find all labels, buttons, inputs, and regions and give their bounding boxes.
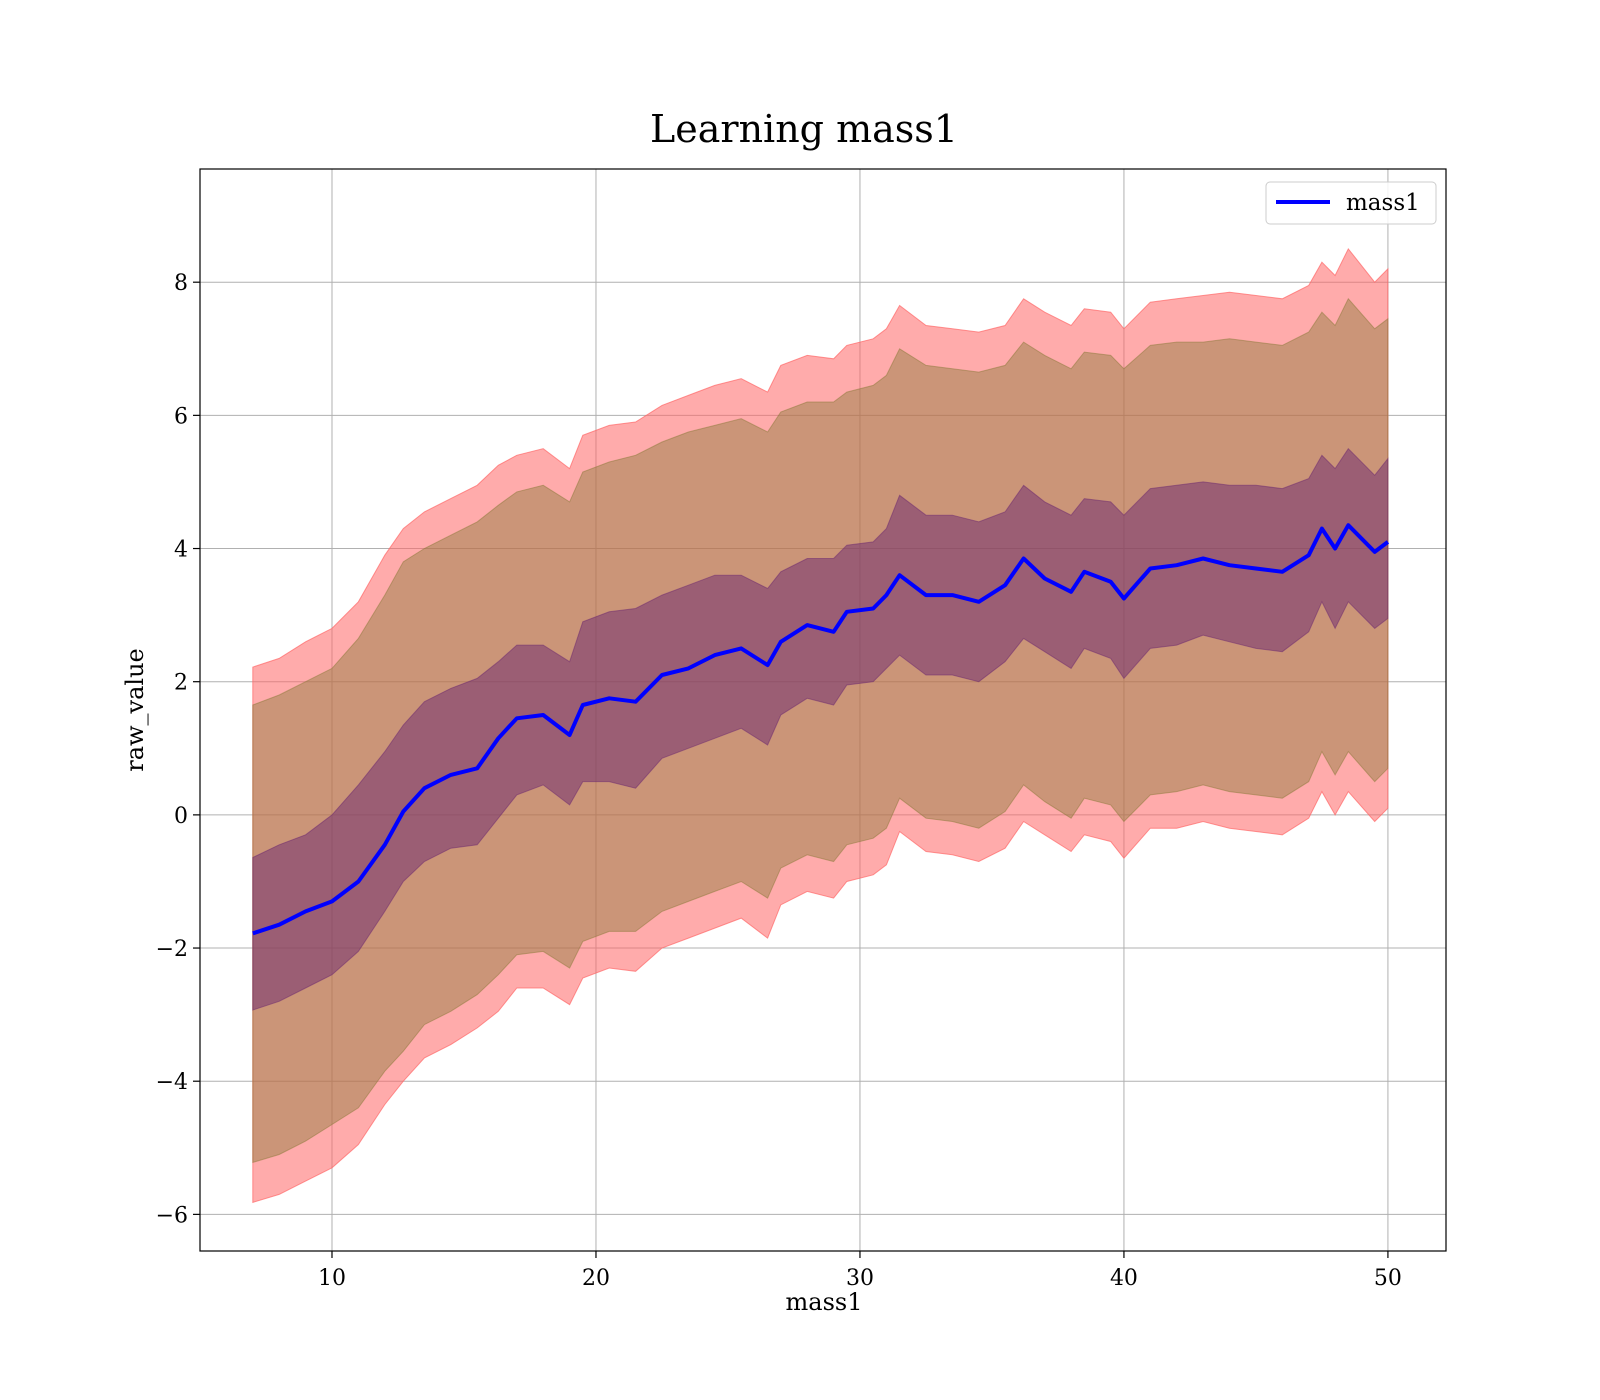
y-tick-label-2: −2 [156, 937, 188, 962]
series-line-group [252, 523, 1390, 936]
legend-box [1265, 181, 1437, 225]
x-tick-label-3: 40 [1110, 1266, 1138, 1291]
y-axis-label: raw_value [121, 648, 149, 772]
legend-label-mass1: mass1 [1346, 190, 1420, 216]
plot-area [200, 169, 1446, 1251]
confidence-bands [252, 247, 1389, 1204]
y-tick-label-7: 8 [174, 271, 188, 296]
legend: mass1 [1265, 181, 1437, 225]
band-inner [252, 447, 1389, 1011]
y-tick-label-0: −6 [156, 1203, 188, 1228]
y-tick-label-6: 6 [174, 404, 188, 429]
series-line-mass1 [252, 523, 1390, 936]
plot-frame [199, 168, 1447, 1252]
x-tick-label-4: 50 [1374, 1266, 1402, 1291]
x-tick-label-2: 30 [846, 1266, 874, 1291]
y-tick-label-3: 0 [174, 804, 188, 829]
x-tick-label-1: 20 [582, 1266, 610, 1291]
y-tick-label-5: 4 [174, 538, 188, 563]
y-axis-ticks: −6 −4 −2 0 2 4 6 8 [156, 271, 200, 1228]
x-tick-label-0: 10 [318, 1266, 346, 1291]
y-tick-label-4: 2 [174, 671, 188, 696]
x-axis-label: mass1 [786, 1288, 863, 1316]
y-tick-label-1: −4 [156, 1070, 188, 1095]
x-axis-ticks: 10 20 30 40 50 [318, 1251, 1402, 1291]
chart-title: Learning mass1 [650, 107, 958, 151]
